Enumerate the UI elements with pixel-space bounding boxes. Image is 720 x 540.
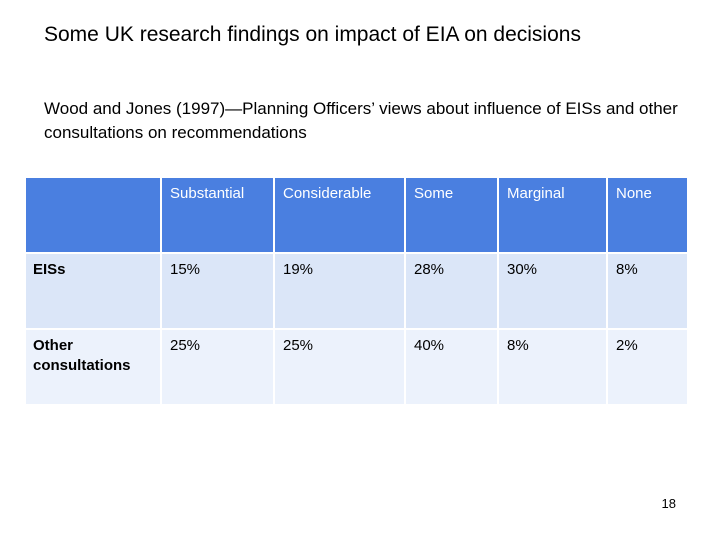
table-cell: 19%	[274, 253, 406, 330]
slide-subtitle: Wood and Jones (1997)—Planning Officers’…	[44, 99, 678, 142]
table-cell: 15%	[161, 253, 275, 330]
table-cell: 8%	[498, 329, 608, 406]
findings-table: Substantial Considerable Some Marginal N…	[26, 178, 689, 406]
table-header-cell: Substantial	[161, 178, 275, 254]
table-cell: 25%	[161, 329, 275, 406]
table-header-cell: None	[607, 178, 689, 254]
table-cell: 2%	[607, 329, 689, 406]
row-label: EISs	[26, 253, 162, 330]
table-header-cell: Marginal	[498, 178, 608, 254]
slide-title: Some UK research findings on impact of E…	[44, 23, 581, 46]
table-cell: 40%	[405, 329, 499, 406]
table-cell: 28%	[405, 253, 499, 330]
table-header-cell: Considerable	[274, 178, 406, 254]
page-number: 18	[661, 496, 676, 511]
table-cell: 30%	[498, 253, 608, 330]
table-cell: 8%	[607, 253, 689, 330]
table-cell: 25%	[274, 329, 406, 406]
table-header-row: Substantial Considerable Some Marginal N…	[26, 178, 689, 254]
table-row: Other consultations 25% 25% 40% 8% 2%	[26, 329, 689, 406]
row-label: Other consultations	[26, 329, 162, 406]
table-row: EISs 15% 19% 28% 30% 8%	[26, 253, 689, 330]
table-header-cell	[26, 178, 162, 254]
table-header-cell: Some	[405, 178, 499, 254]
